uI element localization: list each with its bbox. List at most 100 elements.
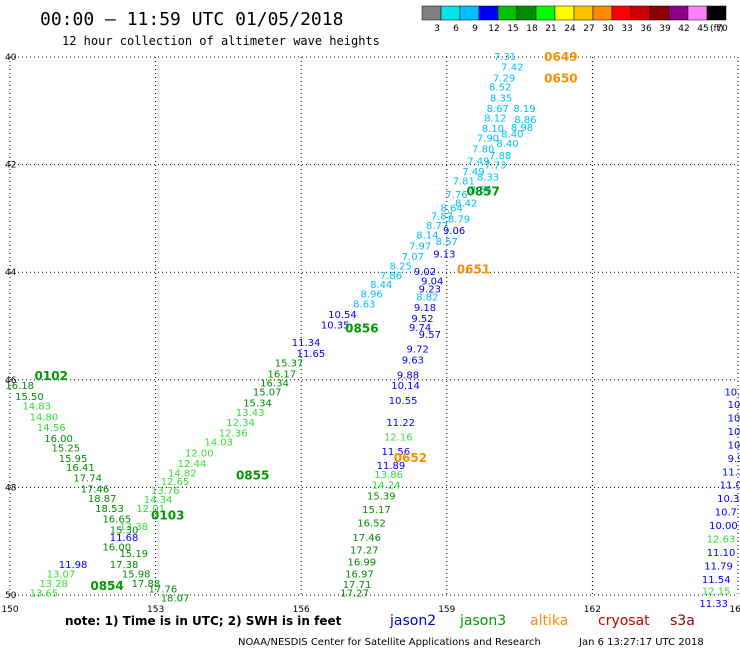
wave-height-label: 9.88 <box>397 370 419 381</box>
wave-height-label: 8.96 <box>360 290 382 301</box>
wave-height-label: 15.98 <box>122 569 151 580</box>
colorbar-swatch <box>668 5 689 21</box>
x-tick-label: 165 <box>729 605 740 615</box>
y-tick-label: 46 <box>5 376 17 386</box>
wave-height-label: 15.19 <box>119 549 148 560</box>
wave-height-label: 8.98 <box>511 123 533 134</box>
wave-height-label: 16.34 <box>260 378 289 389</box>
pass-time-label: 0857 <box>466 185 499 199</box>
colorbar-label: 18 <box>526 24 538 34</box>
pass-time-label: 0652 <box>394 451 427 465</box>
x-tick-label: 159 <box>438 605 455 615</box>
wave-height-label: 16.00 <box>102 543 131 554</box>
wave-height-label: 9.18 <box>414 303 436 314</box>
wave-height-label: 14.24 <box>372 481 401 492</box>
wave-height-label: 8.44 <box>370 280 392 291</box>
wave-height-label: 8.25 <box>390 262 412 273</box>
footnote: note: 1) Time is in UTC; 2) SWH is in fe… <box>65 614 342 628</box>
wave-height-label: 7.97 <box>409 241 431 252</box>
colorbar-swatch <box>554 5 575 21</box>
wave-height-label: 12.44 <box>178 459 207 470</box>
wave-height-label: 11.34 <box>292 338 321 349</box>
y-tick-label: 44 <box>5 268 17 278</box>
mission-legend-s3a: s3a <box>670 613 695 629</box>
wave-height-label: 9.57 <box>419 330 441 341</box>
wave-height-label: 17.76 <box>149 585 178 596</box>
pass-time-label: 0855 <box>236 469 269 483</box>
y-tick-label: 50 <box>5 591 17 601</box>
wave-height-label: 7.49 <box>467 156 489 167</box>
colorbar-swatch <box>478 5 499 21</box>
chart-title: 00:00 – 11:59 UTC 01/05/2018 <box>40 9 343 30</box>
credit-text: NOAA/NESDIS Center for Satellite Applica… <box>238 637 541 648</box>
generated-timestamp: Jan 6 13:27:17 UTC 2018 <box>578 637 704 648</box>
wave-height-label: 13.86 <box>374 470 403 481</box>
wave-height-label: 8.86 <box>514 115 536 126</box>
wave-height-label: 8.57 <box>436 237 458 248</box>
wave-height-label: 16.17 <box>267 369 296 380</box>
colorbar-label: 30 <box>602 24 614 34</box>
wave-height-label: 17.88 <box>132 579 161 590</box>
wave-height-label: 8.35 <box>490 93 512 104</box>
wave-height-label: 11.79 <box>704 561 733 572</box>
wave-height-label: 10.00 <box>709 521 738 532</box>
wave-height-label: 10. <box>728 427 740 438</box>
colorbar-label: 45 <box>697 24 708 34</box>
wave-height-label: 14.03 <box>204 438 233 449</box>
wave-height-label: 8.12 <box>484 113 506 124</box>
wave-height-label: 11.33 <box>699 599 728 610</box>
wave-height-label: 15.30 <box>110 525 139 536</box>
wave-height-label: 13.07 <box>47 569 76 580</box>
pass-time-label: 0103 <box>151 508 184 522</box>
pass-time-label: 0651 <box>457 263 490 277</box>
wave-height-label: 8.14 <box>416 231 438 242</box>
wave-height-label: 15.07 <box>253 388 282 399</box>
wave-height-label: 11.65 <box>297 349 326 360</box>
colorbar-label: 33 <box>621 24 632 34</box>
colorbar-swatch <box>611 5 632 21</box>
wave-height-label: 11.3 <box>722 467 740 478</box>
wave-height-label: 9.9 <box>728 454 740 465</box>
x-tick-label: 150 <box>1 605 18 615</box>
wave-height-label: 11.56 <box>382 447 411 458</box>
colorbar-swatch <box>497 5 518 21</box>
colorbar-label: 15 <box>507 24 518 34</box>
wave-height-label: 16.65 <box>102 515 131 526</box>
wave-height-label: 9.13 <box>433 249 455 260</box>
wave-height-label: 7.31 <box>494 52 516 63</box>
colorbar-swatch <box>687 5 708 21</box>
wave-height-label: 18.87 <box>88 494 117 505</box>
wave-height-label: 18.07 <box>161 594 190 605</box>
wave-height-label: 15.17 <box>362 505 391 516</box>
colorbar-label: 39 <box>659 24 671 34</box>
wave-height-label: 13.76 <box>151 486 180 497</box>
wave-height-label: 9.52 <box>411 314 433 325</box>
wave-height-label: 12.00 <box>185 448 214 459</box>
wave-height-label: 7.42 <box>501 63 523 74</box>
wave-height-label: 11.98 <box>59 560 88 571</box>
wave-height-label: 7.87 <box>431 212 453 223</box>
wave-height-label: 18.53 <box>95 504 124 515</box>
wave-height-label: 8.64 <box>441 204 463 215</box>
wave-height-label: 17.46 <box>81 484 110 495</box>
colorbar-label: 24 <box>564 24 576 34</box>
mission-legend-altika: altika <box>530 613 568 629</box>
wave-height-label: 8.82 <box>416 292 438 303</box>
wave-height-label: 10.14 <box>391 381 420 392</box>
colorbar-label: 70 <box>716 24 728 34</box>
wave-height-label: 16.18 <box>5 381 34 392</box>
wave-height-label: 8.19 <box>513 104 535 115</box>
wave-height-label: 7.80 <box>472 144 494 155</box>
colorbar-swatch <box>630 5 651 21</box>
chart-subtitle: 12 hour collection of altimeter wave hei… <box>62 34 380 48</box>
wave-height-label: 9.72 <box>407 345 429 356</box>
wave-height-label: 17.38 <box>110 560 139 571</box>
wave-height-label: 15.37 <box>275 359 304 370</box>
wave-height-label: 9.02 <box>414 267 436 278</box>
x-tick-label: 162 <box>584 605 601 615</box>
wave-height-label: 10. <box>728 440 740 451</box>
wave-height-label: 13.65 <box>30 588 59 599</box>
wave-height-label: 17.74 <box>73 474 102 485</box>
wave-height-label: 17.46 <box>352 533 381 544</box>
